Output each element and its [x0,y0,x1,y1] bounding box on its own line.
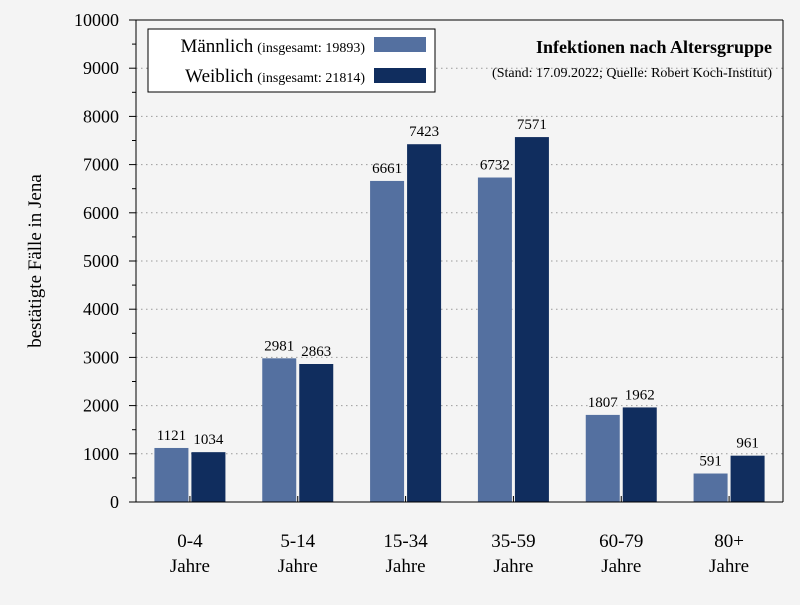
bar-female [514,137,549,502]
bar-value-label: 1034 [193,432,224,448]
bars [154,137,765,503]
x-tick-label: 0-4 [177,531,203,552]
bar-male [585,414,620,502]
y-tick-label: 5000 [83,251,119,271]
y-tick-label: 0 [110,492,119,512]
x-tick-label: 60-79 [599,531,643,552]
y-tick-label: 10000 [74,10,119,30]
x-tick-label: 5-14 [280,531,315,552]
legend-swatch-male [374,37,426,52]
bar-value-label: 6661 [372,161,402,177]
x-tick-label: Jahre [278,556,318,577]
bar-female [407,144,442,502]
y-axis-label: bestätigte Fälle in Jena [25,174,46,348]
bar-value-labels: 1121 1034 2981 2863 6661 7423 6732 7571 1807 1962… [157,117,759,469]
y-tick-label: 2000 [83,396,119,416]
bar-value-label: 591 [699,454,722,470]
x-tick-label: 80+ [714,531,744,552]
bar-female [191,452,226,502]
bar-female [299,364,334,502]
bar-value-label: 7571 [517,117,547,133]
x-tick-label: Jahre [386,556,426,577]
bar-value-label: 1121 [157,428,186,444]
bar-value-label: 1962 [625,387,655,403]
y-tick-label: 1000 [83,444,119,464]
bar-value-label: 961 [736,436,759,452]
x-tick-label: Jahre [709,556,749,577]
legend-entry-female: Weiblich (insgesamt: 21814) [185,66,365,87]
axes: 0-4 Jahre 5-14 Jahre 15-34 Jahre 35-59 Jahre 60-… [74,10,784,577]
x-tick-label: Jahre [493,556,533,577]
bar-male [370,180,405,502]
grid-lines [136,67,783,455]
legend-male-name: Männlich [180,36,253,57]
legend-swatch-female [374,68,426,83]
x-tick-label: Jahre [170,556,210,577]
y-tick-label: 3000 [83,347,119,367]
bar-male [262,358,297,502]
bar-value-label: 7423 [409,124,439,140]
bar-value-label: 1807 [588,395,619,411]
y-tick-label: 9000 [83,58,119,78]
legend-female-total: (insgesamt: 21814) [257,71,365,86]
y-tick-label: 8000 [83,106,119,126]
chart-subtitle: (Stand: 17.09.2022; Quelle: Robert Koch-… [492,66,772,81]
bar-value-label: 2863 [301,344,331,360]
x-tick-label: 15-34 [383,531,428,552]
bar-value-label: 6732 [480,158,510,174]
legend-male-total: (insgesamt: 19893) [257,41,365,56]
bar-male [154,447,189,502]
x-tick-label: Jahre [601,556,641,577]
y-tick-label: 4000 [83,299,119,319]
bar-male [477,177,512,503]
bar-male [693,473,728,502]
bar-female [622,407,657,502]
legend: Männlich (insgesamt: 19893) Weiblich (insg… [147,28,436,93]
y-tick-label: 6000 [83,203,119,223]
y-tick-label: 7000 [83,155,119,175]
legend-female-name: Weiblich [185,66,254,87]
chart-title: Infektionen nach Altersgruppe [536,37,772,57]
bar-value-label: 2981 [264,338,294,354]
bar-female [730,455,765,502]
legend-entry-male: Männlich (insgesamt: 19893) [180,36,365,57]
x-tick-label: 35-59 [491,531,535,552]
